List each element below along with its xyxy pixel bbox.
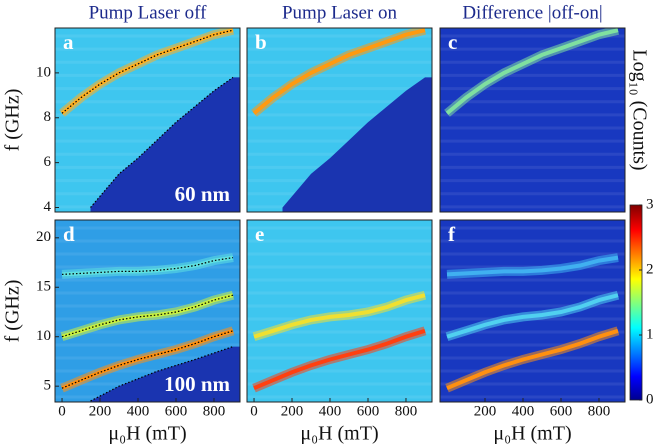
plot-area [247, 28, 432, 212]
band-core [446, 328, 619, 391]
panel-frame [54, 27, 241, 213]
panel-frame [439, 219, 626, 403]
y-tick-label: 15 [36, 279, 51, 295]
band-core [446, 255, 619, 277]
y-tick-label: 10 [36, 328, 51, 344]
panel-frame [246, 27, 433, 213]
panel: c [439, 27, 626, 213]
y-tick-label: 5 [44, 378, 52, 394]
dotted-curve [61, 29, 234, 114]
x-tick-label: 600 [550, 403, 573, 419]
dotted-curve [61, 257, 234, 275]
panel-frame [439, 27, 626, 213]
colorbar-tick-label: 3 [646, 196, 654, 212]
plot-area [55, 28, 240, 212]
y-tick-label: 8 [44, 109, 52, 125]
colorbar-label: Log₁₀ (Counts) [628, 49, 650, 170]
region-fill [282, 77, 432, 212]
band-core [253, 293, 426, 339]
band-core [445, 28, 619, 115]
dotted-curve [90, 346, 234, 402]
band-core [446, 293, 619, 339]
thickness-annotation: 100 nm [164, 372, 230, 396]
band-core [253, 328, 426, 391]
plot-area [247, 220, 432, 402]
x-axis-label: μ₀H (mT) [108, 423, 186, 445]
panel-frame [246, 219, 433, 403]
column-title: Pump Laser on [282, 2, 398, 23]
heatmap-background [247, 220, 432, 402]
panel: a 60 nm 4 6 8 10 [36, 27, 241, 215]
y-tick-label: 4 [44, 199, 52, 215]
x-tick-label: 400 [127, 403, 150, 419]
thickness-annotation: 60 nm [175, 182, 231, 206]
panel-label: f [448, 222, 456, 246]
x-tick-label: 400 [319, 403, 342, 419]
x-tick-label: 0 [58, 403, 66, 419]
y-tick-label: 10 [36, 64, 51, 80]
x-tick-label: 800 [203, 403, 226, 419]
y-tick-label: 6 [44, 154, 52, 170]
panel: f 200 400 600 800 [439, 219, 626, 419]
x-tick-label: 200 [281, 403, 304, 419]
panel-label: c [448, 30, 457, 54]
dotted-curve [61, 330, 234, 389]
column-title: Pump Laser off [89, 2, 208, 23]
plot-area [440, 220, 625, 402]
x-axis-label: μ₀H (mT) [493, 423, 571, 445]
x-tick-label: 200 [474, 403, 497, 419]
colorbar [629, 204, 643, 401]
x-tick-label: 800 [588, 403, 611, 419]
colorbar-tick-label: 1 [646, 326, 654, 342]
y-axis-label: f (GHz) [2, 280, 24, 343]
dotted-curve [61, 294, 234, 338]
plot-area [440, 28, 625, 212]
x-tick-label: 0 [250, 403, 258, 419]
panel-label: d [63, 222, 75, 246]
region-fill [90, 77, 240, 212]
x-tick-label: 200 [89, 403, 112, 419]
panel-label: e [255, 222, 264, 246]
panel: b [246, 27, 433, 213]
x-tick-label: 600 [357, 403, 380, 419]
column-title: Difference |off-on| [462, 2, 602, 23]
x-axis-label: μ₀H (mT) [300, 423, 378, 445]
panel-label: a [63, 30, 74, 54]
panel-label: b [255, 30, 267, 54]
x-tick-label: 400 [512, 403, 535, 419]
plot-area [55, 220, 240, 402]
y-tick-label: 20 [36, 229, 51, 245]
heatmap-background [440, 220, 625, 402]
x-tick-label: 600 [165, 403, 188, 419]
panel: e 0 200 400 600 800 [246, 219, 433, 419]
band-core [252, 28, 426, 115]
colorbar-tick-label: 2 [646, 261, 654, 277]
x-tick-label: 800 [395, 403, 418, 419]
y-axis-label: f (GHz) [2, 89, 24, 152]
panel-frame [54, 219, 241, 403]
region-fill [90, 346, 240, 402]
colorbar-tick-label: 0 [646, 391, 654, 407]
